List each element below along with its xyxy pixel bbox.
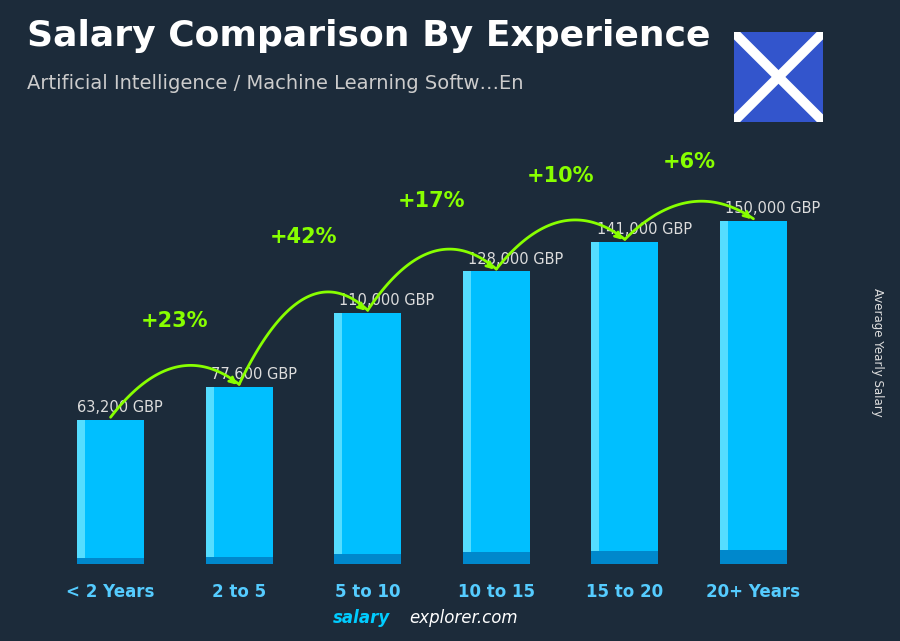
Bar [463,271,530,564]
Text: explorer.com: explorer.com [410,609,518,627]
Text: 77,600 GBP: 77,600 GBP [211,367,297,382]
Bar [720,221,787,564]
Bar [720,551,787,564]
Text: 63,200 GBP: 63,200 GBP [77,400,163,415]
Bar [591,242,658,564]
Text: Artificial Intelligence / Machine Learning Softw…En: Artificial Intelligence / Machine Learni… [27,74,524,93]
Bar [334,313,342,564]
Text: +10%: +10% [526,165,594,186]
Bar [206,387,273,564]
Text: +17%: +17% [398,191,466,211]
Text: 150,000 GBP: 150,000 GBP [725,201,821,217]
Text: +23%: +23% [141,311,209,331]
Text: +6%: +6% [662,152,716,172]
Bar [77,420,144,564]
Bar [463,553,530,564]
Bar [720,221,728,564]
Text: 128,000 GBP: 128,000 GBP [468,252,563,267]
Text: 141,000 GBP: 141,000 GBP [597,222,692,237]
Bar [77,420,86,564]
Text: Average Yearly Salary: Average Yearly Salary [871,288,884,417]
Bar [206,557,273,564]
Bar [206,387,213,564]
Text: salary: salary [333,609,391,627]
Text: Salary Comparison By Experience: Salary Comparison By Experience [27,19,710,53]
Bar [77,558,144,564]
Bar [334,313,401,564]
Bar [334,554,401,564]
Bar [463,271,471,564]
Bar [591,551,658,564]
Text: 110,000 GBP: 110,000 GBP [339,293,435,308]
Text: +42%: +42% [270,228,338,247]
Bar [591,242,599,564]
